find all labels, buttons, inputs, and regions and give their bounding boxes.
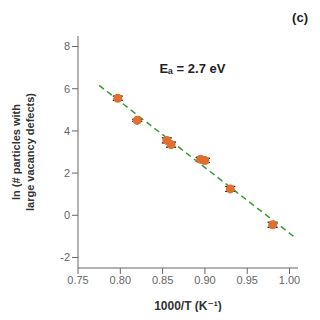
svg-text:0.85: 0.85 [152,274,173,286]
html-text:Eₐ = 2.7 eV: Eₐ = 2.7 eV [159,61,226,76]
svg-text:8: 8 [64,40,70,52]
svg-text:0: 0 [64,209,70,221]
svg-text:2: 2 [64,167,70,179]
svg-text:ln (# particles withlarge vaca: ln (# particles withlarge vacancy defect… [10,93,36,211]
html-text:(c): (c) [292,10,308,25]
svg-text:0.90: 0.90 [194,274,215,286]
svg-text:0.75: 0.75 [67,274,88,286]
svg-text:0.80: 0.80 [110,274,131,286]
svg-text:0.95: 0.95 [237,274,258,286]
svg-text:1000/T (K⁻¹): 1000/T (K⁻¹) [154,299,222,312]
svg-text:1.00: 1.00 [279,274,300,286]
svg-text:6: 6 [64,83,70,95]
svg-text:4: 4 [64,125,70,137]
svg-text:-2: -2 [60,251,70,263]
